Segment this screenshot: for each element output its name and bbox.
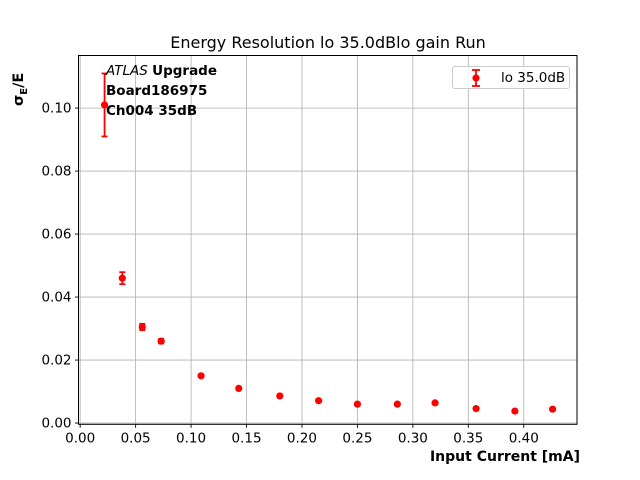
x-tick-label: 0.30 xyxy=(398,430,428,446)
y-tick-label: 0.00 xyxy=(41,416,71,432)
y-tick-label: 0.10 xyxy=(41,101,71,117)
data-point xyxy=(472,404,480,413)
data-point xyxy=(315,397,323,405)
x-tick-label: 0.05 xyxy=(121,430,151,446)
data-point xyxy=(235,384,243,392)
y-tick-label: 0.02 xyxy=(41,353,71,369)
data-point xyxy=(100,101,109,109)
data-point xyxy=(118,274,126,282)
y-axis-label: σE/E xyxy=(11,73,30,106)
ylabel-rest: /E xyxy=(11,72,27,88)
x-tick-label: 0.40 xyxy=(509,430,539,446)
legend-label: lo 35.0dB xyxy=(501,69,566,86)
data-point xyxy=(549,405,557,413)
data-point xyxy=(353,400,362,408)
annotation-upgrade: Upgrade xyxy=(152,63,218,79)
annotation-channel: Ch004 35dB xyxy=(106,103,198,119)
data-point xyxy=(157,337,165,345)
data-point xyxy=(431,399,439,407)
annotation-line-1: ATLAS Upgrade xyxy=(106,61,217,81)
annotation-board: Board186975 xyxy=(106,83,208,99)
x-tick-label: 0.35 xyxy=(453,430,483,446)
axes-border xyxy=(78,55,578,425)
y-tick-label: 0.06 xyxy=(41,227,71,243)
ylabel-sigma: σ xyxy=(11,94,27,106)
data-point xyxy=(276,392,284,400)
errorbar-marker-icon xyxy=(472,68,480,87)
ylabel-subscript: E xyxy=(18,87,30,95)
annotation-atlas: ATLAS xyxy=(106,63,148,79)
data-point xyxy=(393,400,401,408)
legend: lo 35.0dB xyxy=(452,66,570,89)
x-tick-label: 0.25 xyxy=(342,430,372,446)
x-axis-label: Input Current [mA] xyxy=(429,449,580,465)
x-tick-label: 0.15 xyxy=(231,430,261,446)
plot-annotation: ATLAS Upgrade Board186975 Ch004 35dB xyxy=(106,61,217,121)
x-tick-label: 0.10 xyxy=(176,430,206,446)
data-point xyxy=(511,407,519,415)
y-tick-label: 0.04 xyxy=(41,290,71,306)
x-tick-label: 0.20 xyxy=(287,430,317,446)
x-tick-label: 0.00 xyxy=(65,430,95,446)
chart-title: Energy Resolution lo 35.0dBlo gain Run xyxy=(170,33,486,52)
data-point xyxy=(197,372,205,380)
y-tick-label: 0.08 xyxy=(41,164,71,180)
data-point xyxy=(138,323,146,331)
